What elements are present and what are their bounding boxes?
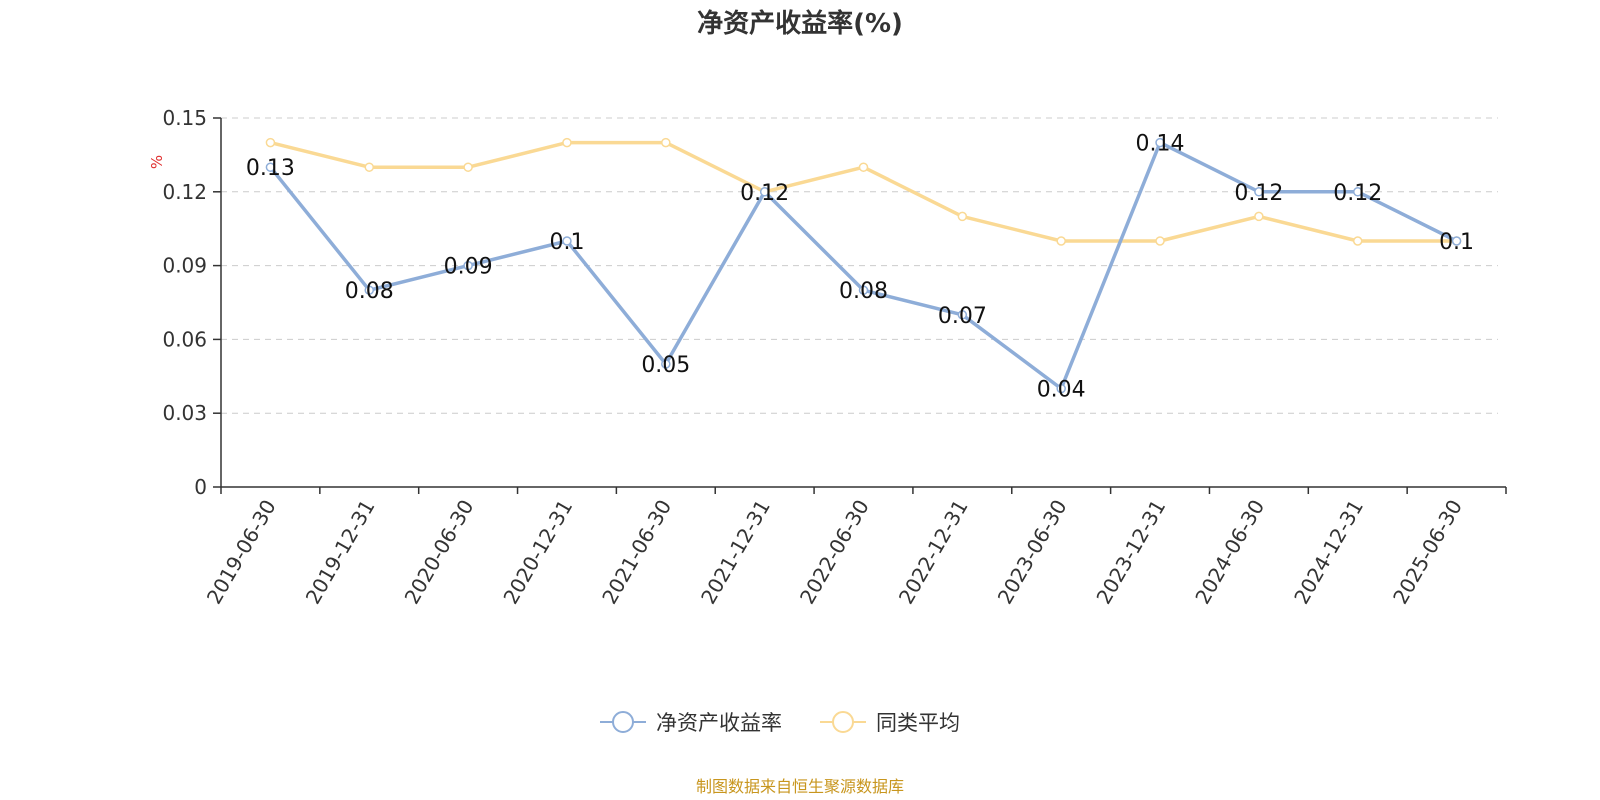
x-tick-label: 2025-06-30 [1388, 496, 1467, 609]
x-tick-label: 2024-12-31 [1289, 496, 1368, 609]
y-tick-label: 0.12 [162, 180, 207, 204]
y-axis-unit-label: % [148, 155, 166, 169]
grid-lines [221, 117, 1498, 414]
series-point-0 [1352, 187, 1363, 197]
y-tick-label: 0 [194, 475, 207, 499]
series-point-0 [364, 285, 375, 295]
legend-label: 净资产收益率 [656, 711, 782, 735]
y-tick-label: 0.15 [162, 106, 207, 130]
data-label: 0.08 [839, 279, 888, 304]
legend[interactable]: 净资产收益率 同类平均 [600, 711, 960, 735]
data-label: 0.14 [1136, 132, 1185, 157]
data-label: 0.12 [740, 181, 789, 206]
x-tick-label: 2022-06-30 [795, 496, 874, 609]
series-point-1 [364, 162, 375, 172]
data-labels: 0.13 0.08 0.09 0.1 0.05 0.12 0.08 0.07 0.04 0.14 0… [246, 132, 1474, 403]
y-tick-label: 0.09 [162, 254, 207, 278]
chart-title: 净资产收益率(%) [697, 8, 903, 39]
x-tick-label: 2021-06-30 [597, 496, 676, 609]
series-point-0 [562, 236, 572, 246]
data-label: 0.05 [641, 353, 690, 378]
series-point-1 [661, 137, 671, 148]
series-point-1 [463, 162, 473, 172]
series-point-0 [1056, 383, 1066, 394]
series-point-0 [759, 187, 770, 197]
x-tick-label: 2022-12-31 [894, 496, 973, 609]
x-tick-label: 2020-06-30 [400, 495, 479, 608]
data-label: 0.12 [1333, 181, 1382, 206]
y-tick-label: 0.03 [162, 401, 207, 425]
legend-label: 同类平均 [876, 711, 960, 735]
series-point-1 [1254, 211, 1264, 222]
data-label: 0.04 [1037, 378, 1086, 403]
legend-item-1[interactable]: 同类平均 [820, 711, 960, 735]
data-label: 0.09 [444, 255, 493, 280]
data-label: 0.1 [549, 230, 584, 255]
series-point-0 [1451, 236, 1462, 246]
series-point-1 [1056, 236, 1066, 246]
series-point-0 [957, 310, 968, 320]
data-label: 0.1 [1439, 230, 1474, 255]
source-note: 制图数据来自恒生聚源数据库 [696, 777, 904, 796]
axes: 0 0.03 0.06 0.09 0.12 0.15 2019-06-30 2019-12-3… [162, 106, 1507, 609]
legend-swatch-marker [832, 711, 854, 733]
data-label: 0.12 [1234, 181, 1283, 206]
legend-swatch-marker [612, 711, 634, 733]
series-point-1 [265, 137, 276, 148]
series-point-0 [858, 285, 869, 295]
series-point-1 [562, 137, 572, 148]
series-point-1 [957, 211, 968, 222]
data-label: 0.13 [246, 156, 295, 181]
legend-item-0[interactable]: 净资产收益率 [600, 711, 782, 735]
series-point-0 [1254, 187, 1264, 197]
series-point-0 [265, 162, 276, 172]
series-point-1 [1352, 236, 1363, 246]
x-tick-label: 2021-12-31 [696, 496, 775, 609]
x-tick-label: 2020-12-31 [498, 496, 577, 609]
series-point-0 [463, 260, 473, 271]
x-tick-label: 2023-12-31 [1091, 496, 1170, 609]
series-point-0 [661, 359, 671, 369]
x-tick-label: 2019-12-31 [301, 496, 380, 609]
x-tick-label: 2019-06-30 [202, 496, 281, 609]
series-point-0 [1155, 137, 1165, 148]
series-point-1 [1155, 236, 1165, 246]
data-label: 0.07 [938, 304, 987, 329]
x-tick-label: 2023-06-30 [993, 496, 1072, 609]
y-tick-label: 0.06 [162, 327, 207, 351]
x-tick-label: 2024-06-30 [1190, 496, 1269, 609]
series-point-1 [858, 162, 869, 172]
series-lines [265, 137, 1462, 394]
data-label: 0.08 [345, 279, 394, 304]
